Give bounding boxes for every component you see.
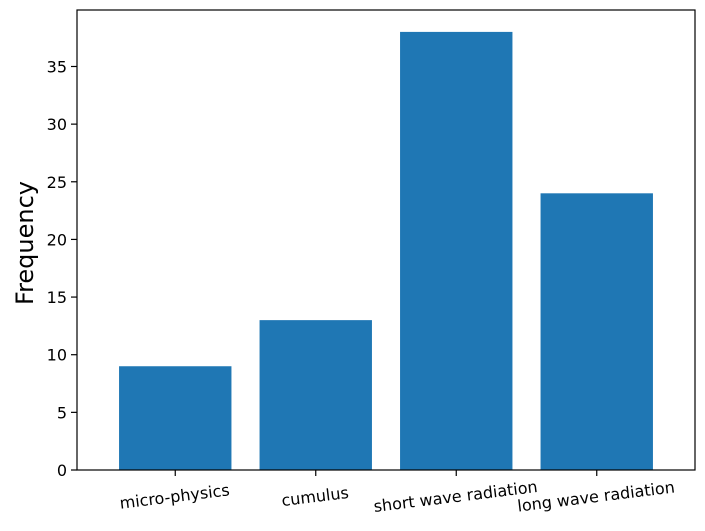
y-tick-label: 30	[47, 115, 67, 134]
bars-layer	[119, 31, 653, 471]
y-tick-label: 5	[57, 403, 67, 422]
bar-micro-physics	[119, 366, 232, 470]
x-tick-label: cumulus	[280, 483, 349, 510]
y-tick-label: 20	[47, 230, 67, 249]
y-axis-label: Frequency	[11, 181, 39, 305]
y-tick-label: 0	[57, 461, 67, 480]
bar-cumulus	[259, 320, 372, 470]
bar-long-wave-radiation	[540, 193, 653, 470]
x-tick-label: long wave radiation	[516, 477, 675, 515]
y-tick-label: 15	[47, 288, 67, 307]
y-tick-label: 35	[47, 57, 67, 76]
bar-short-wave-radiation	[400, 31, 513, 471]
x-tick-label: micro-physics	[119, 480, 231, 512]
x-tick-label: short wave radiation	[373, 477, 539, 516]
y-tick-label: 10	[47, 346, 67, 365]
y-tick-label: 25	[47, 173, 67, 192]
